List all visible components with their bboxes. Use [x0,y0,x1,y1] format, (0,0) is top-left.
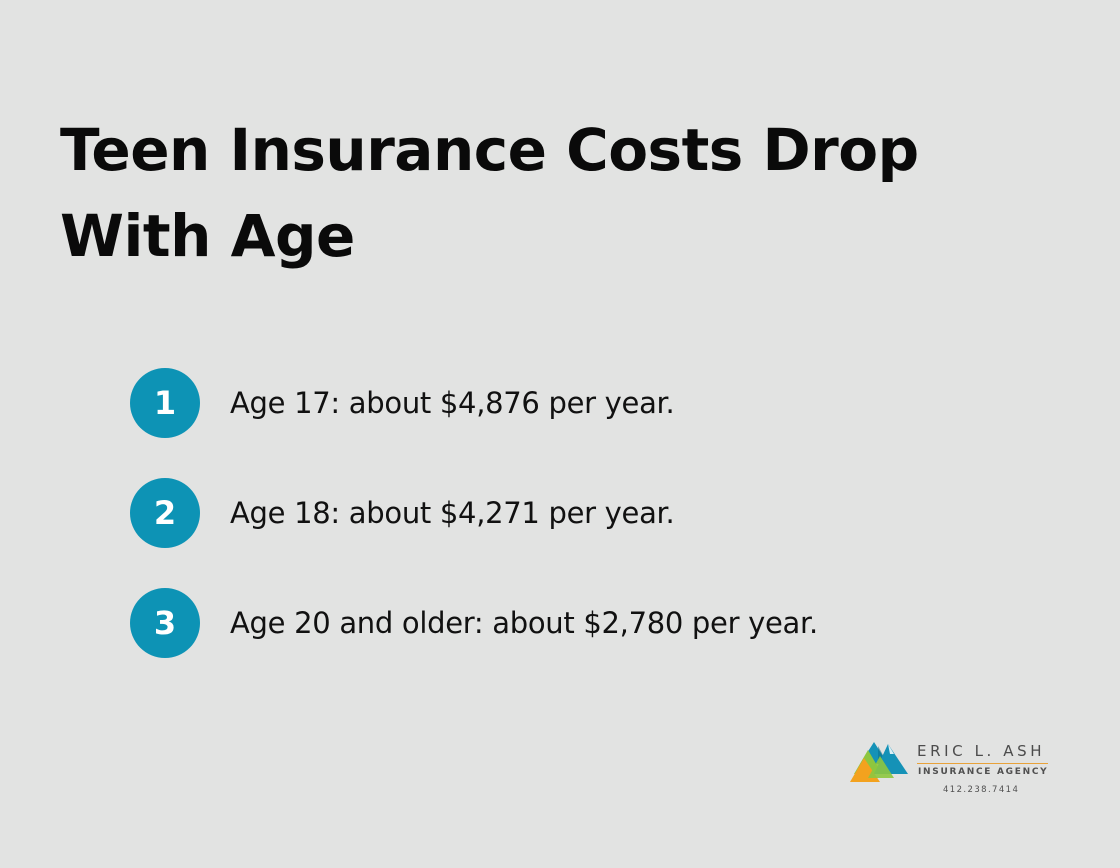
list-item: 2 Age 18: about $4,271 per year. [130,478,1030,548]
agency-logo: ERIC L. ASH INSURANCE AGENCY 412.238.741… [850,738,1060,802]
list-item-text: Age 20 and older: about $2,780 per year. [230,606,818,640]
list-item: 1 Age 17: about $4,876 per year. [130,368,1030,438]
list-item: 3 Age 20 and older: about $2,780 per yea… [130,588,1030,658]
page-title-line-1: Teen Insurance Costs Drop [60,116,919,184]
logo-subtitle: INSURANCE AGENCY [918,767,1049,777]
logo-phone: 412.238.7414 [943,785,1020,795]
number-badge: 3 [130,588,200,658]
number-badge: 2 [130,478,200,548]
mountain-peaks-logo-icon [850,742,908,782]
logo-name: ERIC L. ASH [917,742,1046,760]
list-item-text: Age 18: about $4,271 per year. [230,496,675,530]
number-badge: 1 [130,368,200,438]
list-item-text: Age 17: about $4,876 per year. [230,386,675,420]
logo-divider [917,763,1048,764]
page-title: Teen Insurance Costs Drop With Age [60,107,1020,279]
page-title-line-2: With Age [60,202,355,270]
